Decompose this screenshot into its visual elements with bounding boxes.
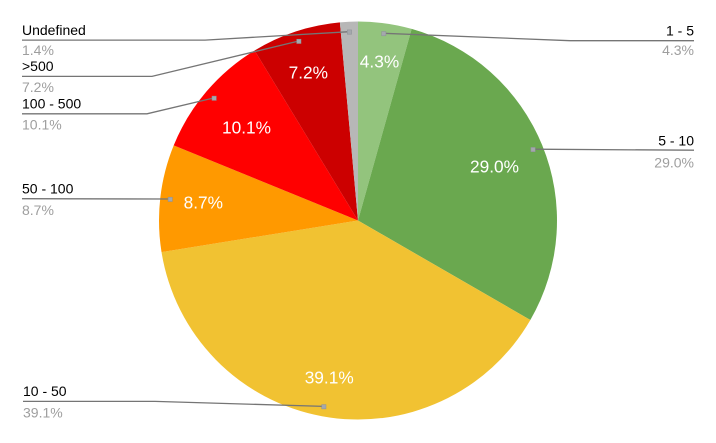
svg-text:10.1%: 10.1% [22, 116, 62, 132]
svg-text:5 - 10: 5 - 10 [658, 133, 694, 149]
svg-text:100 - 500: 100 - 500 [22, 96, 81, 112]
svg-text:39.1%: 39.1% [23, 404, 63, 420]
svg-text:10.1%: 10.1% [222, 117, 271, 137]
svg-text:29.0%: 29.0% [470, 157, 519, 177]
svg-text:10 - 50: 10 - 50 [23, 383, 67, 399]
svg-text:50 - 100: 50 - 100 [22, 180, 74, 196]
svg-text:7.2%: 7.2% [22, 79, 54, 95]
svg-text:4.3%: 4.3% [360, 51, 399, 71]
svg-text:29.0%: 29.0% [654, 155, 694, 171]
svg-text:7.2%: 7.2% [289, 63, 328, 83]
svg-text:Undefined: Undefined [22, 22, 86, 38]
svg-text:39.1%: 39.1% [305, 368, 354, 388]
svg-text:>500: >500 [22, 58, 54, 74]
svg-text:8.7%: 8.7% [22, 202, 54, 218]
svg-text:4.3%: 4.3% [662, 42, 694, 58]
svg-text:1.4%: 1.4% [22, 42, 54, 58]
svg-text:8.7%: 8.7% [184, 193, 223, 213]
svg-text:1 - 5: 1 - 5 [666, 22, 694, 38]
